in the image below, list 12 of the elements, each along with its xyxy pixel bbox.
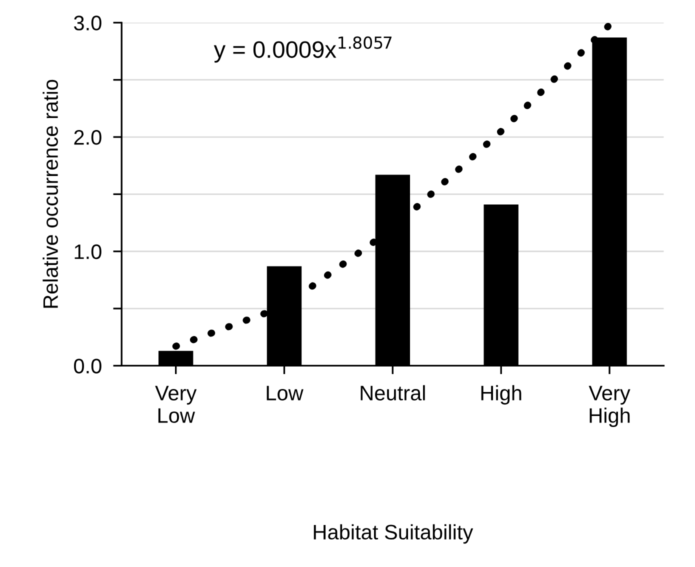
x-tick-label: High [481,385,522,405]
y-tick-label: 3.0 [74,16,102,30]
x-tick-label: Very Low [155,386,197,423]
y-axis-title: Relative occurrence ratio [42,80,58,308]
x-tick-label: Very High [588,386,630,428]
y-tick-label: 2.0 [74,130,102,145]
x-tick-label: Low [266,386,304,400]
annotation: y = 0.0009x$^{1.8057}$ [214,36,392,63]
x-tick-label: Neutral [360,385,425,400]
y-tick-label: 1.0 [74,244,102,260]
x-axis-title: Habitat Suitability [314,524,474,544]
y-tick-label: 0.0 [74,358,102,374]
